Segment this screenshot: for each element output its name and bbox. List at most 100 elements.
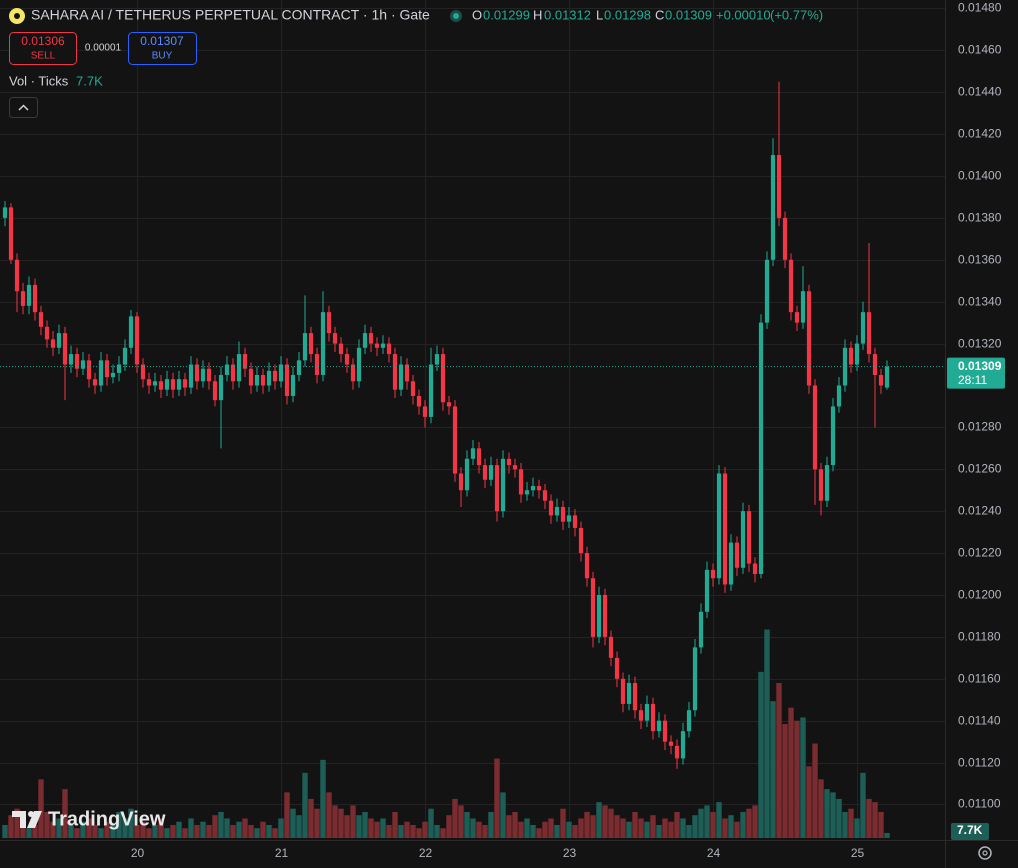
- volume-bar: [584, 811, 590, 838]
- candle-body: [50, 339, 56, 348]
- volume-bar: [296, 815, 302, 838]
- volume-bar: [230, 824, 236, 838]
- y-tick-label: 0.01480: [958, 1, 1002, 15]
- candle-body: [44, 326, 50, 340]
- volume-bar: [176, 821, 182, 838]
- volume-bar: [56, 818, 62, 838]
- ohlc-label: C: [655, 7, 664, 22]
- candle-body: [590, 578, 596, 637]
- volume-bar: [554, 824, 560, 838]
- volume-bar: [710, 811, 716, 838]
- candle-body: [776, 155, 782, 218]
- candle-body: [410, 381, 416, 396]
- candle-body: [248, 368, 254, 386]
- candle-body: [542, 490, 548, 501]
- volume-bar: [746, 808, 752, 838]
- volume-bar: [344, 815, 350, 838]
- volume-bar: [602, 805, 608, 838]
- volume-bar: [740, 811, 746, 838]
- volume-bar: [842, 811, 848, 838]
- candle-body: [302, 333, 308, 361]
- volume-bar: [182, 828, 188, 838]
- candle-body: [56, 333, 62, 348]
- candle-body: [404, 364, 410, 382]
- candle-body: [884, 366, 890, 388]
- volume-bar: [320, 759, 326, 838]
- candle-body: [770, 155, 776, 260]
- x-tick-label: 20: [131, 846, 145, 860]
- candle-body: [560, 506, 566, 522]
- volume-bar: [848, 808, 854, 838]
- sell-button[interactable]: [9, 32, 77, 65]
- x-tick-label: 23: [563, 846, 577, 860]
- candle-body: [20, 291, 26, 306]
- volume-bar: [578, 818, 584, 838]
- volume-bar: [458, 805, 464, 838]
- volume-tag-label: 7.7K: [957, 823, 983, 837]
- candle-body: [200, 368, 206, 382]
- candle-body: [806, 291, 812, 386]
- volume-bar: [806, 766, 812, 838]
- candle-body: [458, 473, 464, 491]
- collapse-button[interactable]: [9, 97, 38, 118]
- volume-bar: [260, 821, 266, 838]
- volume-bar: [776, 682, 782, 838]
- volume-bar: [302, 772, 308, 838]
- candle-body: [2, 207, 8, 218]
- volume-bar: [728, 815, 734, 838]
- ohlc-value: 0.01299: [483, 7, 530, 22]
- volume-pane: [2, 629, 890, 838]
- volume-bar: [146, 828, 152, 838]
- candle-body: [746, 511, 752, 564]
- y-tick-label: 0.01180: [958, 630, 1001, 644]
- volume-bar: [860, 772, 866, 838]
- candle-body: [350, 364, 356, 382]
- y-tick-label: 0.01340: [958, 295, 1002, 309]
- candles: [2, 81, 890, 769]
- volume-bar: [290, 808, 296, 838]
- candle-body: [386, 343, 392, 355]
- candle-body: [656, 720, 662, 732]
- candle-body: [524, 490, 530, 495]
- volume-bar: [74, 828, 80, 838]
- volume-bar: [398, 824, 404, 838]
- candle-body: [482, 465, 488, 480]
- volume-bar: [38, 779, 44, 838]
- volume-bar: [632, 811, 638, 838]
- ohlc-value: 0.01309: [665, 7, 712, 22]
- candle-body: [854, 343, 860, 365]
- candle-body: [872, 354, 878, 376]
- volume-bar: [26, 828, 32, 838]
- candle-body: [266, 370, 272, 386]
- candle-body: [662, 720, 668, 742]
- candle-body: [782, 217, 788, 260]
- candle-body: [578, 527, 584, 554]
- candle-body: [518, 469, 524, 495]
- candle-body: [680, 731, 686, 759]
- candle-body: [332, 333, 338, 344]
- volume-bar: [92, 824, 98, 838]
- collapse-icon: [18, 104, 29, 111]
- volume-bar: [308, 798, 314, 838]
- candle-body: [128, 316, 134, 348]
- volume-bar: [722, 818, 728, 838]
- settings-button[interactable]: [978, 846, 992, 860]
- buy-button[interactable]: [128, 32, 197, 65]
- volume-bar: [872, 802, 878, 838]
- volume-bar: [512, 811, 518, 838]
- candle-body: [206, 368, 212, 382]
- candle-body: [224, 364, 230, 376]
- volume-bar: [764, 629, 770, 838]
- candle-body: [620, 678, 626, 704]
- volume-bar: [170, 824, 176, 838]
- volume-bar: [224, 818, 230, 838]
- candle-body: [374, 343, 380, 348]
- candle-body: [194, 364, 200, 382]
- volume-bar: [194, 824, 200, 838]
- candle-body: [866, 312, 872, 355]
- y-tick-label: 0.01240: [958, 504, 1002, 518]
- grid: [0, 0, 945, 838]
- candle-body: [158, 381, 164, 390]
- volume-bar: [752, 805, 758, 838]
